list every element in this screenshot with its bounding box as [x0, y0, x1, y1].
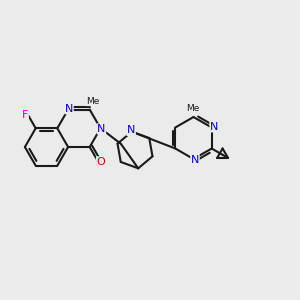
Text: N: N: [65, 104, 73, 114]
Text: Me: Me: [86, 97, 99, 106]
Text: N: N: [127, 125, 135, 136]
Text: Me: Me: [186, 104, 200, 113]
Text: N: N: [191, 154, 199, 165]
Text: N: N: [97, 124, 106, 134]
Text: N: N: [210, 122, 218, 132]
Text: F: F: [22, 110, 28, 120]
Text: O: O: [96, 157, 105, 167]
